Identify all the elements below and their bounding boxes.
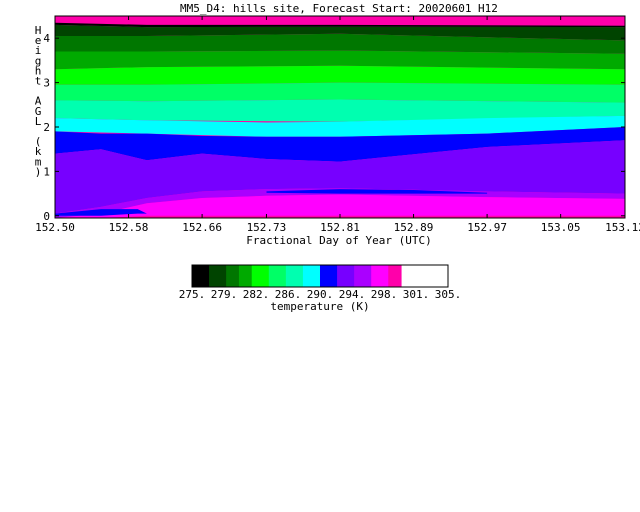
y-axis-label-char: k [35, 145, 42, 158]
y-axis: 0 1 2 3 4 [43, 32, 625, 223]
x-tick-label: 153.12 [605, 221, 640, 234]
contour-band-9 [55, 140, 625, 214]
y-axis-label-char: G [35, 105, 42, 118]
contour-band-8 [55, 127, 625, 162]
contour-band-12 [55, 209, 147, 216]
y-tick-label: 4 [43, 32, 50, 45]
colorbar-swatch [337, 265, 355, 287]
y-axis-label-char: h [35, 64, 42, 77]
colorbar-label: temperature (K) [270, 300, 369, 313]
colorbar-tick-label: 301. [403, 288, 430, 301]
colorbar-tick-label: 305. [435, 288, 462, 301]
x-tick-label: 152.81 [320, 221, 360, 234]
contour-band-4 [55, 65, 625, 85]
colorbar-tick-label: 286. [275, 288, 302, 301]
y-axis-label-char: t [35, 75, 42, 88]
y-axis-label-char: g [35, 54, 42, 67]
y-axis-label-char: e [35, 34, 42, 47]
colorbar-tick-label: 279. [211, 288, 238, 301]
colorbar-swatch [226, 265, 240, 287]
colorbar-frame [191, 264, 449, 288]
contour-band-6 [55, 99, 625, 122]
contour-band-13 [266, 189, 488, 194]
x-tick-label: 152.97 [467, 221, 507, 234]
contour-band-2 [55, 33, 625, 54]
x-tick-label: 152.73 [247, 221, 287, 234]
contour-band-10 [55, 188, 625, 218]
contour-band-5 [55, 82, 625, 103]
colorbar-swatch [388, 265, 402, 287]
colorbar-swatch [192, 265, 210, 287]
y-axis-label-char: i [35, 44, 42, 57]
x-tick-label: 153.05 [541, 221, 581, 234]
x-tick-label: 152.89 [394, 221, 434, 234]
colorbar-swatch [302, 265, 321, 287]
y-axis-label-char: ) [35, 165, 42, 178]
colorbar-tick-label: 294. [339, 288, 366, 301]
y-axis-label-char: ( [35, 135, 42, 148]
contour-band-0 [55, 22, 625, 28]
x-tick-label: 152.50 [35, 221, 75, 234]
y-axis-label-char: L [35, 115, 42, 128]
y-tick-label: 3 [43, 77, 50, 90]
colorbar-tick-label: 282. [243, 288, 270, 301]
y-tick-label: 0 [43, 210, 50, 223]
y-tick-label: 2 [43, 121, 50, 134]
x-axis: 152.50 152.58 152.66 152.73 152.81 152.89 152.… [35, 16, 640, 234]
colorbar-ticks: 275. 279. 282. 286. 290. 294. 298. 301. 305. [179, 288, 462, 301]
y-tick-label: 1 [43, 165, 50, 178]
colorbar [191, 264, 449, 288]
colorbar-swatch [354, 265, 372, 287]
contour-band-11 [55, 194, 625, 218]
x-axis-label: Fractional Day of Year (UTC) [246, 234, 431, 247]
colorbar-swatch [238, 265, 253, 287]
colorbar-swatch [285, 265, 304, 287]
colorbar-tick-label: 298. [371, 288, 398, 301]
colorbar-tick-label: 275. [179, 288, 206, 301]
contour-bands [55, 22, 625, 218]
colorbar-tick-label: 290. [307, 288, 334, 301]
x-tick-label: 152.58 [109, 221, 149, 234]
x-tick-label: 152.66 [182, 221, 222, 234]
contour-band-1 [55, 24, 625, 41]
y-axis-label-char: A [35, 95, 42, 108]
colorbar-swatch [268, 265, 287, 287]
y-axis-label-char: m [35, 155, 42, 168]
y-axis-label-char: H [35, 24, 42, 37]
colorbar-swatch [371, 265, 389, 287]
colorbar-swatch [320, 265, 338, 287]
contour-band-7 [55, 115, 625, 137]
colorbar-swatch [251, 265, 270, 287]
contour-band-3 [55, 50, 625, 70]
colorbar-swatch [209, 265, 227, 287]
chart-title: MM5_D4: hills site, Forecast Start: 2002… [180, 2, 498, 15]
